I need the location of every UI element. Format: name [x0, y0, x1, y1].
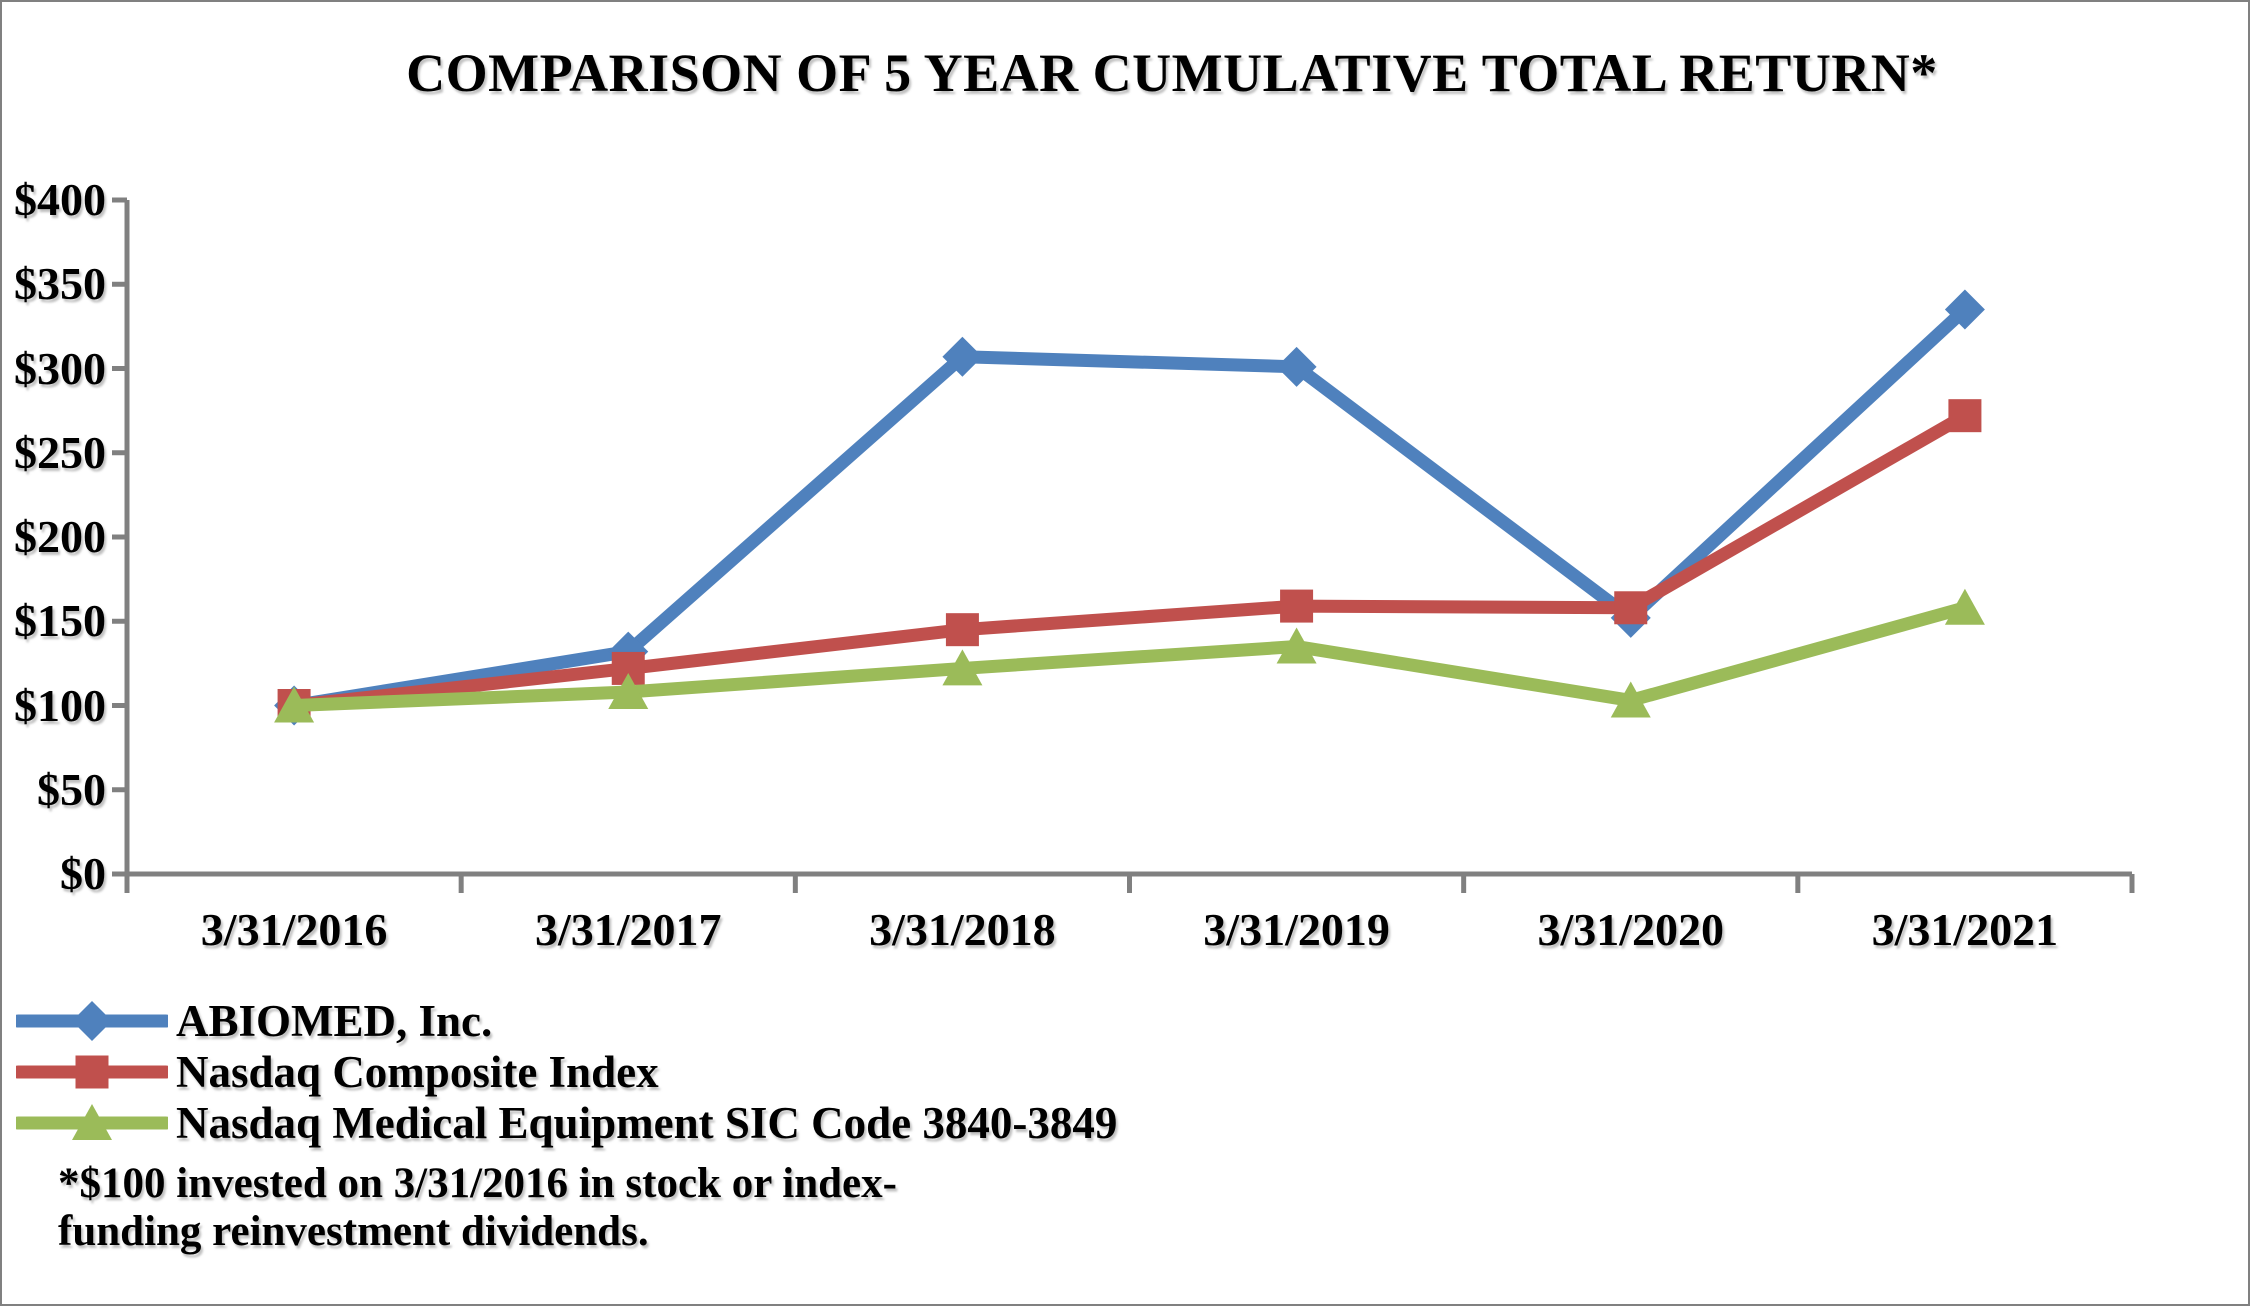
series-line: [287, 409, 1972, 712]
diamond-marker: [942, 336, 983, 377]
x-tick-label: 3/31/2017: [534, 904, 722, 955]
blue-diamond-line-icon: [16, 1000, 168, 1041]
legend-item-nasdaq-medical: Nasdaq Medical Equipment SIC Code 3840-3…: [16, 1097, 1117, 1148]
x-tick-label: 3/31/2019: [1203, 904, 1390, 955]
legend-item-nasdaq-composite: Nasdaq Composite Index: [16, 1046, 1117, 1097]
footnote-line-1: *$100 invested on 3/31/2016 in stock or …: [58, 1160, 897, 1207]
series-line: [287, 601, 1972, 712]
square-marker: [75, 1055, 109, 1088]
legend-item-abiomed: ABIOMED, Inc.: [16, 995, 1117, 1046]
triangle-marker: [942, 649, 983, 686]
series-2: [274, 588, 1985, 723]
y-tick-label: $50: [37, 763, 106, 815]
x-tick-label: 3/31/2016: [200, 904, 388, 955]
y-tick-label: $0: [60, 848, 106, 899]
triangle-marker: [72, 1103, 112, 1140]
y-tick-label: $250: [14, 426, 106, 478]
square-marker: [945, 613, 979, 647]
square-marker: [1948, 399, 1982, 433]
triangle-marker: [1944, 588, 1985, 625]
triangle-marker: [274, 686, 315, 723]
square-marker: [1280, 589, 1314, 623]
x-tick-label: 3/31/2021: [1871, 904, 2059, 955]
y-tick-label: $100: [14, 679, 106, 731]
y-tick-label: $300: [14, 342, 106, 394]
x-tick-label: 3/31/2018: [869, 904, 1056, 955]
chart-footnote: *$100 invested on 3/31/2016 in stock or …: [58, 1160, 897, 1256]
series-line: [287, 303, 1972, 712]
y-tick-label: $400: [14, 174, 106, 225]
triangle-marker: [1276, 627, 1317, 664]
chart-legend: ABIOMED, Inc. Nasdaq Composite Index Nas…: [16, 995, 1117, 1148]
axis-lines: [124, 200, 2132, 877]
diamond-marker: [1944, 289, 1985, 330]
diamond-marker: [1276, 346, 1317, 387]
green-triangle-line-icon: [16, 1103, 168, 1140]
legend-label: Nasdaq Medical Equipment SIC Code 3840-3…: [176, 1097, 1118, 1148]
footnote-line-2: funding reinvestment dividends.: [58, 1208, 649, 1255]
triangle-marker: [608, 673, 649, 710]
y-tick-label: $200: [14, 511, 106, 562]
square-marker: [1614, 591, 1648, 625]
legend-label: ABIOMED, Inc.: [176, 995, 493, 1046]
x-tick-label: 3/31/2020: [1537, 904, 1725, 955]
legend-label: Nasdaq Composite Index: [176, 1046, 659, 1097]
chart-title: COMPARISON OF 5 YEAR CUMULATIVE TOTAL RE…: [406, 43, 1938, 103]
triangle-marker: [1610, 681, 1651, 718]
red-square-line-icon: [16, 1055, 168, 1088]
y-tick-label: $350: [14, 258, 106, 310]
diamond-marker: [72, 1000, 112, 1041]
y-tick-label: $150: [14, 595, 106, 647]
